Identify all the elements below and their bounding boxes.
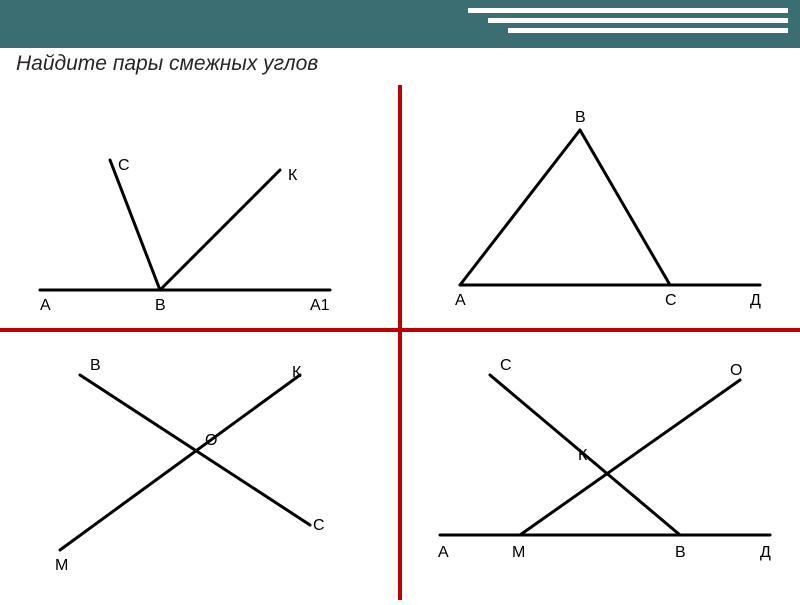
diagram-panel-bottom-left: В К О М С (0, 335, 400, 600)
point-label: С (118, 157, 130, 174)
geometry-line (460, 130, 580, 285)
header-stripe (508, 28, 788, 33)
point-label: О (205, 432, 217, 449)
geometry-line (160, 170, 280, 290)
diagram-svg: С К А В А1 (0, 90, 400, 330)
point-label: К (578, 447, 588, 464)
point-label: М (512, 544, 525, 561)
point-label: С (665, 292, 677, 309)
diagram-svg: В К О М С (0, 335, 400, 600)
geometry-line (580, 130, 670, 285)
diagram-panel-bottom-right: С О К А М В Д (400, 335, 800, 600)
point-label: С (313, 517, 325, 534)
geometry-line (60, 375, 300, 550)
point-label: В (575, 109, 586, 126)
header-bar (0, 0, 800, 48)
point-label: О (730, 362, 742, 379)
diagram-panel-top-right: В А С Д (400, 90, 800, 330)
header-stripe (488, 18, 788, 23)
point-label: С (500, 357, 512, 374)
diagram-panel-top-left: С К А В А1 (0, 90, 400, 330)
point-label: М (55, 557, 68, 574)
page-title: Найдите пары смежных углов (16, 52, 318, 76)
point-label: В (90, 357, 101, 374)
point-label: А (438, 544, 449, 561)
geometry-line (110, 160, 160, 290)
point-label: Д (760, 544, 771, 561)
point-label: А (40, 297, 51, 314)
diagram-svg: В А С Д (400, 90, 800, 330)
point-label: Д (750, 292, 761, 309)
point-label: К (288, 167, 298, 184)
geometry-line (520, 380, 740, 535)
header-stripe (468, 8, 788, 13)
point-label: В (675, 544, 686, 561)
point-label: А (455, 292, 466, 309)
point-label: В (155, 297, 166, 314)
point-label: А1 (310, 297, 330, 314)
point-label: К (292, 364, 302, 381)
diagram-svg: С О К А М В Д (400, 335, 800, 600)
